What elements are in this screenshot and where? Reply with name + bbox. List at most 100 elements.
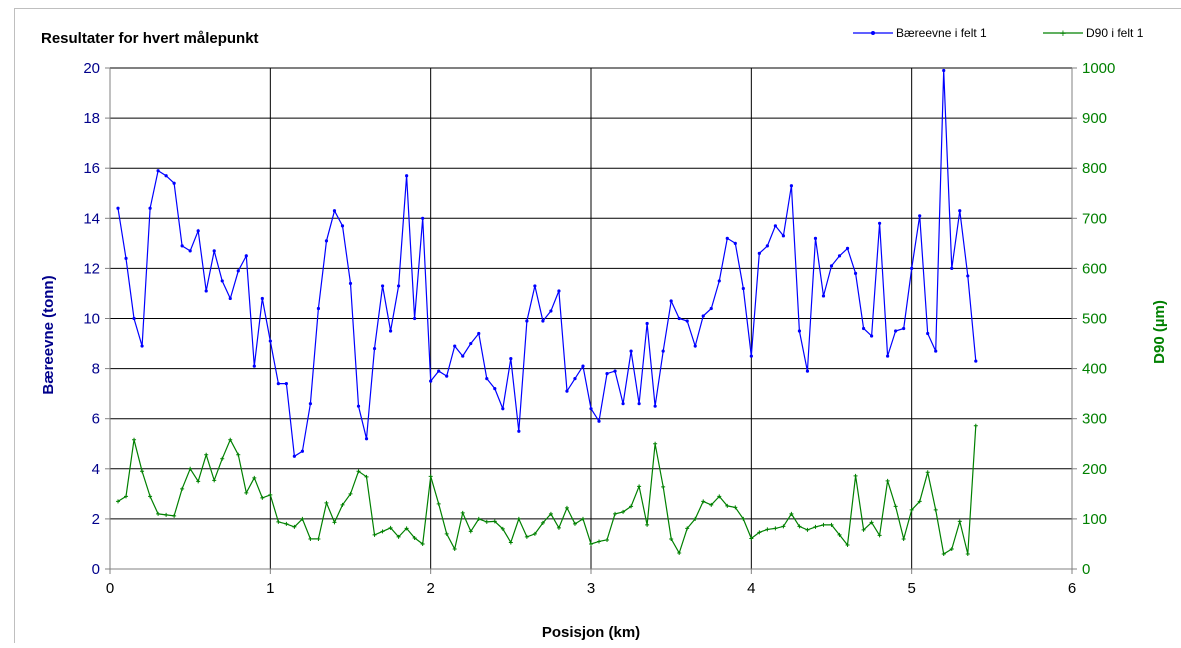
data-point-baereevne xyxy=(220,279,224,283)
data-point-baereevne xyxy=(180,244,184,248)
data-point-d90 xyxy=(524,534,529,539)
data-point-baereevne xyxy=(813,236,818,240)
data-point-d90 xyxy=(316,536,321,541)
data-point-baereevne xyxy=(910,266,914,270)
data-point-baereevne xyxy=(773,224,777,228)
data-point-d90 xyxy=(420,541,425,546)
data-point-d90 xyxy=(789,511,794,516)
data-point-baereevne xyxy=(140,344,144,348)
data-point-baereevne xyxy=(966,274,970,278)
data-point-baereevne xyxy=(421,216,425,220)
data-point-baereevne xyxy=(324,239,329,243)
data-point-d90 xyxy=(500,526,505,531)
chart-title: Resultater for hvert målepunkt xyxy=(41,30,259,47)
data-point-d90 xyxy=(236,452,241,457)
data-point-d90 xyxy=(468,529,473,534)
data-point-d90 xyxy=(308,536,313,541)
data-point-baereevne xyxy=(717,279,721,283)
data-point-d90 xyxy=(677,550,682,555)
data-point-d90 xyxy=(252,475,257,480)
data-point-baereevne xyxy=(789,184,794,188)
data-point-d90 xyxy=(645,522,650,527)
data-point-baereevne xyxy=(918,214,922,218)
data-point-d90 xyxy=(813,524,818,529)
data-point-baereevne xyxy=(725,236,729,240)
data-point-d90 xyxy=(300,516,305,521)
data-point-d90 xyxy=(629,504,634,509)
data-point-baereevne xyxy=(886,354,890,358)
left-tick-label: 14 xyxy=(83,210,100,227)
data-point-baereevne xyxy=(517,429,521,433)
data-point-baereevne xyxy=(677,316,681,321)
data-point-baereevne xyxy=(805,369,810,373)
data-point-d90 xyxy=(572,521,577,526)
data-point-d90 xyxy=(637,484,642,489)
data-point-baereevne xyxy=(284,382,288,386)
data-point-baereevne xyxy=(557,289,561,293)
data-point-d90 xyxy=(188,466,193,471)
data-point-baereevne xyxy=(132,316,136,321)
data-point-baereevne xyxy=(268,339,272,343)
data-point-baereevne xyxy=(902,326,906,331)
data-point-d90 xyxy=(725,503,730,508)
data-point-baereevne xyxy=(693,344,697,348)
x-tick-label: 2 xyxy=(426,580,434,597)
data-point-d90 xyxy=(741,516,746,521)
data-point-baereevne xyxy=(364,437,369,441)
data-point-baereevne xyxy=(597,419,601,423)
data-point-d90 xyxy=(837,532,842,537)
data-point-d90 xyxy=(204,452,209,457)
data-point-baereevne xyxy=(148,206,152,210)
data-point-baereevne xyxy=(549,309,553,313)
data-point-baereevne xyxy=(372,346,377,351)
left-tick-label: 12 xyxy=(83,260,100,277)
data-point-baereevne xyxy=(589,407,593,411)
data-point-d90 xyxy=(589,541,593,546)
data-point-baereevne xyxy=(405,174,409,178)
data-point-baereevne xyxy=(236,269,240,273)
data-point-baereevne xyxy=(837,254,842,258)
data-point-d90 xyxy=(797,524,802,529)
series-line-baereevne xyxy=(117,70,977,458)
gridlines xyxy=(109,67,1073,570)
data-point-baereevne xyxy=(308,402,313,406)
right-tick-label: 500 xyxy=(1082,311,1107,328)
data-point-baereevne xyxy=(749,354,753,358)
data-point-d90 xyxy=(332,520,337,525)
data-point-baereevne xyxy=(861,326,866,331)
data-point-d90 xyxy=(372,532,377,537)
left-tick-label: 6 xyxy=(92,411,100,428)
data-point-baereevne xyxy=(869,334,874,338)
x-tick-label: 3 xyxy=(587,580,595,597)
data-point-baereevne xyxy=(733,241,737,245)
data-point-d90 xyxy=(957,519,962,524)
x-tick-label: 6 xyxy=(1068,580,1076,597)
data-point-d90 xyxy=(244,490,249,495)
data-point-d90 xyxy=(340,502,345,507)
data-point-baereevne xyxy=(525,319,529,323)
data-point-baereevne xyxy=(244,254,248,258)
data-point-baereevne xyxy=(164,174,168,178)
data-point-d90 xyxy=(621,509,626,514)
data-point-baereevne xyxy=(565,389,569,393)
data-point-d90 xyxy=(829,522,834,527)
data-point-d90 xyxy=(717,494,722,499)
data-point-d90 xyxy=(580,516,585,521)
data-point-baereevne xyxy=(765,244,769,248)
data-point-d90 xyxy=(669,536,674,541)
data-point-baereevne xyxy=(853,271,858,276)
data-point-baereevne xyxy=(934,349,938,353)
data-point-baereevne xyxy=(533,284,537,288)
data-point-baereevne xyxy=(701,314,705,318)
data-point-baereevne xyxy=(316,306,321,311)
data-point-baereevne xyxy=(429,379,433,383)
data-point-d90 xyxy=(749,536,754,541)
data-point-baereevne xyxy=(292,454,296,458)
data-point-baereevne xyxy=(605,372,609,376)
data-point-d90 xyxy=(220,456,225,461)
data-point-d90 xyxy=(492,519,497,524)
right-tick-label: 300 xyxy=(1082,411,1107,428)
